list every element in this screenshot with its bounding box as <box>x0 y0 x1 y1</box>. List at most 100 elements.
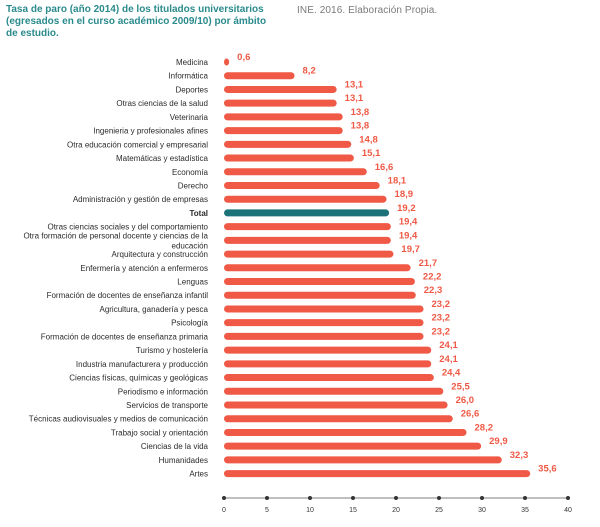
category-label: Total <box>189 209 208 218</box>
bar <box>224 195 387 203</box>
x-tick-label: 10 <box>306 507 314 514</box>
value-label: 29,9 <box>489 436 508 447</box>
category-label: Otras ciencias sociales y del comportami… <box>47 223 208 232</box>
value-label: 16,6 <box>375 162 394 173</box>
value-label: 18,1 <box>388 175 407 186</box>
bar <box>224 278 415 286</box>
category-label-line: Otra formación de personal docente y cie… <box>23 231 208 240</box>
category-label: Formación de docentes de enseñanza prima… <box>41 332 209 341</box>
category-label: Otra formación de personal docente y cie… <box>23 231 208 250</box>
x-axis-tick-mark <box>222 496 226 500</box>
value-label: 22,3 <box>424 285 443 296</box>
category-label: Otra educación comercial y empresarial <box>67 140 208 149</box>
value-label: 35,6 <box>538 464 557 475</box>
category-label: Periodismo e información <box>118 387 208 396</box>
category-label: Informática <box>168 72 208 81</box>
value-label: 13,8 <box>351 121 370 132</box>
chart-title: Tasa de paro (año 2014) de los titulados… <box>6 4 267 39</box>
category-label: Ciencias de la vida <box>141 442 209 451</box>
value-label: 24,1 <box>439 340 458 351</box>
bar <box>224 401 448 409</box>
category-label: Industria manufacturera y producción <box>76 360 208 369</box>
value-label: 14,8 <box>359 134 378 145</box>
bar <box>224 264 411 272</box>
bar <box>224 113 343 121</box>
value-label: 13,1 <box>345 79 364 90</box>
category-label: Otras ciencias de la salud <box>116 99 208 108</box>
x-axis-tick-mark <box>480 496 484 500</box>
category-label: Ingenieria y profesionales afines <box>93 127 208 136</box>
value-label: 18,9 <box>395 189 414 200</box>
bar <box>224 209 390 217</box>
value-label: 23,2 <box>432 299 451 310</box>
value-label: 22,2 <box>423 272 442 283</box>
category-label: Técnicas audiovisuales y medios de comun… <box>29 415 208 424</box>
value-label: 25,5 <box>451 381 470 392</box>
bar <box>224 332 424 340</box>
value-label: 19,4 <box>399 217 418 228</box>
bar <box>224 250 394 258</box>
category-label: Veterinaria <box>170 113 209 122</box>
x-tick-label: 15 <box>349 507 357 514</box>
category-label: Ciencias físicas, químicas y geológicas <box>69 374 208 383</box>
value-label: 13,1 <box>345 93 364 104</box>
value-label: 24,4 <box>442 368 461 379</box>
value-label: 8,2 <box>303 66 316 77</box>
category-label: Humanidades <box>159 456 208 465</box>
category-label: Arquitectura y construcción <box>112 250 209 259</box>
x-axis-tick-mark <box>394 496 398 500</box>
value-label: 0,6 <box>237 52 250 63</box>
bar <box>224 58 230 66</box>
category-label: Matemáticas y estadística <box>116 154 209 163</box>
bar <box>224 168 367 176</box>
value-label: 19,7 <box>401 244 420 255</box>
category-label: Agricultura, ganadería y pesca <box>99 305 208 314</box>
value-label: 23,2 <box>432 326 451 337</box>
bar <box>224 415 453 423</box>
bar <box>224 360 432 368</box>
x-axis-tick-mark <box>265 496 269 500</box>
value-label: 19,4 <box>399 230 418 241</box>
bar <box>224 291 416 299</box>
category-label: Lenguas <box>177 278 208 287</box>
chart-source: INE. 2016. Elaboración Propia. <box>297 5 438 16</box>
x-tick-label: 5 <box>265 507 269 514</box>
category-label-line: educación <box>172 241 208 250</box>
value-label: 19,2 <box>397 203 416 214</box>
value-label: 13,8 <box>351 107 370 118</box>
x-axis-tick-mark <box>351 496 355 500</box>
bar <box>224 456 502 464</box>
category-label: Artes <box>189 470 208 479</box>
bar <box>224 442 482 450</box>
category-label: Turismo y hostelería <box>136 346 209 355</box>
bar <box>224 236 391 244</box>
x-tick-label: 0 <box>222 507 226 514</box>
category-label: Formación de docentes de enseñanza infan… <box>47 291 209 300</box>
bar <box>224 127 343 135</box>
x-axis-tick-mark <box>437 496 441 500</box>
value-label: 21,7 <box>419 258 438 269</box>
x-axis-tick-mark <box>308 496 312 500</box>
category-label: Deportes <box>176 85 208 94</box>
category-label: Administración y gestión de empresas <box>73 195 208 204</box>
x-tick-label: 25 <box>435 507 443 514</box>
bar <box>224 346 432 354</box>
category-label: Servicios de transporte <box>126 401 208 410</box>
bar <box>224 428 467 436</box>
bar <box>224 319 424 327</box>
bar <box>224 305 424 313</box>
value-label: 15,1 <box>362 148 381 159</box>
bar <box>224 72 295 80</box>
value-label: 26,6 <box>461 409 480 420</box>
bar <box>224 85 337 93</box>
bar <box>224 140 352 148</box>
value-label: 28,2 <box>475 422 494 433</box>
bar <box>224 387 444 395</box>
bar <box>224 181 380 189</box>
category-label: Derecho <box>178 181 209 190</box>
category-label: Economía <box>172 168 209 177</box>
category-label: Psicología <box>171 319 208 328</box>
x-axis-tick-mark <box>523 496 527 500</box>
x-tick-label: 30 <box>478 507 486 514</box>
bar <box>224 374 434 382</box>
